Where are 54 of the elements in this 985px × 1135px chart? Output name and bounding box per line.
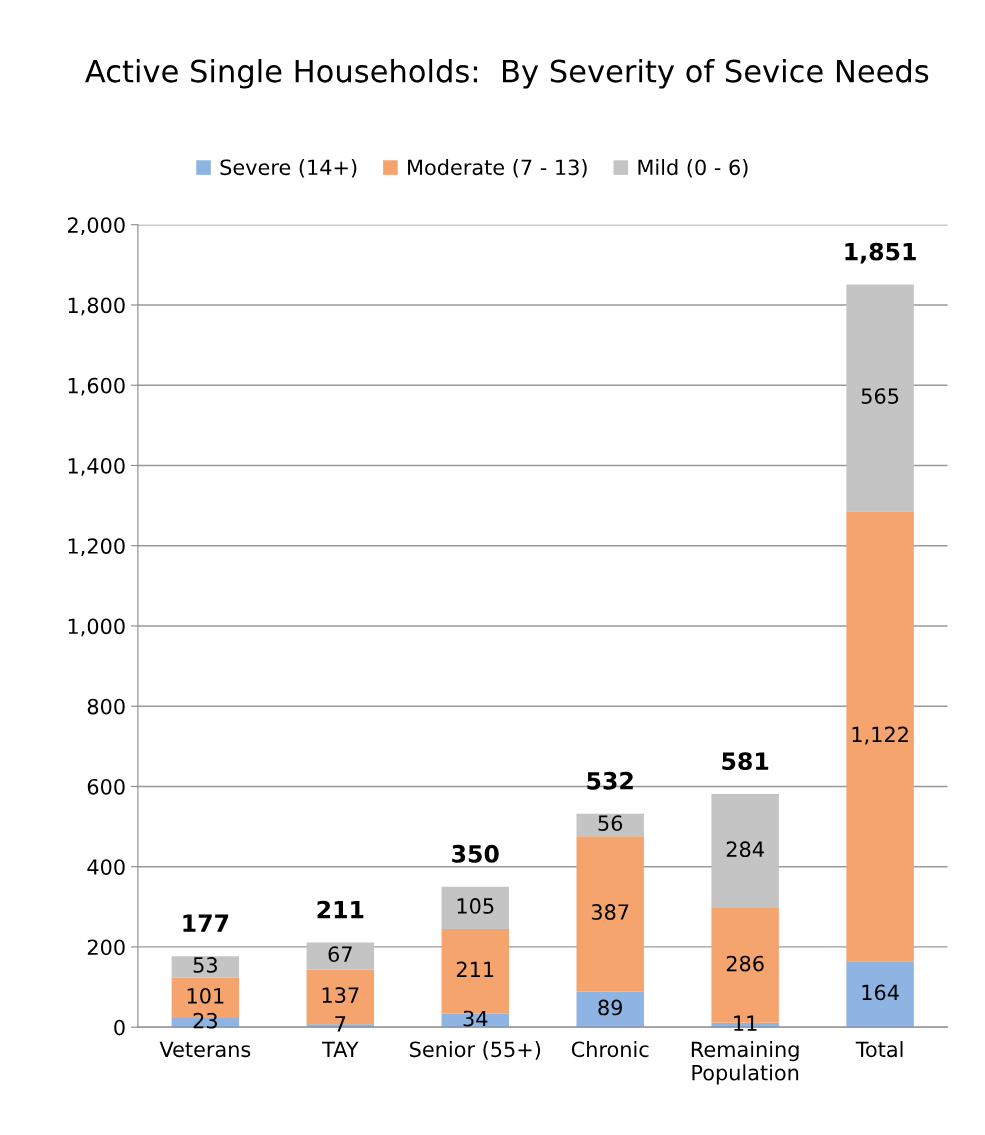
x-tick-label: Remaining Population [691, 1041, 799, 1085]
x-tick-label: Senior (55+) [410, 1041, 541, 1060]
bar [576, 836, 644, 992]
bar [576, 813, 644, 837]
chart-title: Active Single Households: By Severity of Sevice Needs [85, 58, 929, 89]
bar [306, 942, 375, 970]
y-tick-label: 1,600 [68, 377, 125, 396]
bar [846, 284, 914, 512]
total-label: 532 [587, 771, 633, 790]
x-tick-label: Chronic [571, 1041, 649, 1058]
x-tick-label: Veterans [159, 1041, 251, 1058]
data-label: 34 [463, 1010, 488, 1027]
legend-label: Severe (14+) [220, 159, 357, 178]
y-tick-label: 800 [87, 698, 125, 715]
total-label: 350 [452, 844, 499, 863]
data-label: 11 [734, 1015, 757, 1031]
bar [441, 886, 509, 929]
data-label: 1,122 [852, 726, 908, 745]
y-tick-label: 0 [114, 1019, 125, 1036]
data-label: 56 [598, 815, 623, 831]
y-tick-label: 1,800 [68, 297, 125, 316]
data-label: 387 [591, 904, 629, 920]
bar [576, 991, 644, 1028]
y-tick-label: 1,200 [68, 538, 125, 557]
y-tick-label: 2,000 [67, 217, 125, 236]
data-label: 7 [335, 1016, 346, 1032]
y-tick-label: 1,400 [68, 457, 125, 476]
bar [711, 794, 779, 909]
x-tick-label: Total [855, 1041, 903, 1058]
bar [846, 961, 914, 1028]
total-label: 1,851 [845, 242, 916, 264]
y-tick-label: 600 [87, 778, 125, 795]
data-label: 67 [328, 946, 352, 962]
x-tick-label: TAY [322, 1041, 359, 1057]
y-tick-label: 400 [87, 859, 125, 875]
data-label: 105 [457, 898, 494, 914]
total-label: 211 [317, 900, 364, 919]
y-tick-label: 200 [87, 939, 125, 956]
total-label: 581 [722, 752, 769, 771]
data-label: 284 [726, 841, 764, 858]
y-tick-label: 1,000 [68, 618, 125, 637]
data-label: 137 [322, 987, 359, 1003]
data-label: 23 [193, 1012, 217, 1029]
data-label: 565 [861, 388, 899, 404]
legend-label: Moderate (7 - 13) [408, 159, 587, 178]
data-label: 101 [187, 987, 224, 1004]
data-label: 164 [862, 984, 899, 1001]
total-label: 177 [183, 914, 229, 932]
bar [846, 511, 914, 962]
data-label: 89 [598, 999, 622, 1016]
legend-label: Mild (0 - 6) [638, 159, 748, 178]
data-label: 286 [726, 955, 764, 972]
data-label: 211 [456, 961, 494, 977]
data-label: 53 [193, 957, 217, 973]
